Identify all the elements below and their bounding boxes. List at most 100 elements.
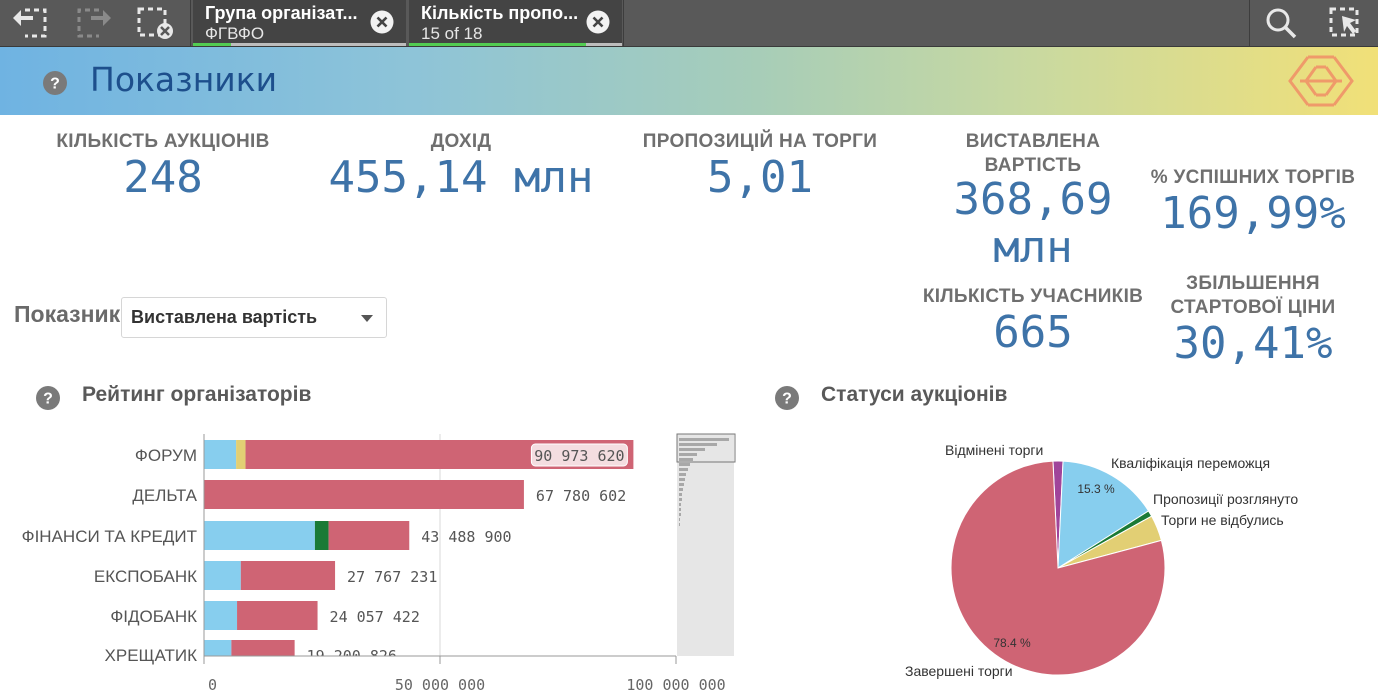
category-label: ЕКСПОБАНК [94,567,197,586]
bar-segment[interactable] [236,440,246,469]
bar-value-label: 19 200 826 [307,647,397,665]
search-button[interactable] [1250,0,1312,46]
bar-segment[interactable] [204,640,232,669]
kpi-label: КІЛЬКІСТЬ УЧАСНИКІВ [922,286,1144,307]
pie-percent-label: 78.4 % [993,636,1031,650]
status-chart-title: Статуси аукціонів [821,383,1008,406]
kpi-label: СТАРТОВОЇ ЦІНИ [1170,297,1336,318]
kpi-value: 30,41% [1173,318,1333,369]
scrollbar-minibar [679,493,682,496]
kpi-auctions: КІЛЬКІСТЬ АУКЦІОНІВ 248 [48,130,278,200]
scrollbar-minibar [679,503,681,506]
selection-tool-icon [1329,7,1359,37]
svg-text:?: ? [50,76,60,93]
scrollbar-minibar [679,498,682,501]
scrollbar-track[interactable] [677,434,734,656]
bar-segment[interactable] [204,601,238,630]
toolbar-separator [1249,0,1250,46]
bar-value-label: 27 767 231 [347,568,437,586]
auction-status-pie-chart: Відмінені торги Кваліфікація переможця 15.… [905,442,1298,679]
pie-legend-label: Завершені торги [905,663,1013,679]
organizers-bar-chart: 90 973 620 67 780 602 43 488 900 27 767 231… [22,433,736,694]
selection-chip-title: Група організат... [205,3,358,23]
x-tick-label: 100 000 000 [626,676,725,694]
clear-selections-button[interactable] [124,0,186,46]
category-label: ХРЕЩАТИК [105,646,198,665]
scrollbar-minibar [679,488,683,491]
bar-segment[interactable] [204,440,237,469]
svg-text:?: ? [43,391,53,408]
pie-legend-label: Пропозиції розглянуто [1153,491,1298,507]
category-label: ФІНАНСИ ТА КРЕДИТ [22,527,197,546]
scrollbar-minibar [679,518,680,521]
selections-tool-button[interactable] [1314,0,1376,46]
bar-value-label: 90 973 620 [534,447,624,465]
selection-chip-offers-count[interactable]: Кількість пропо... 15 of 18 [409,0,622,46]
bar-value-label: 67 780 602 [536,487,626,505]
toolbar-separator [623,0,624,46]
data-label-bg [530,443,628,467]
pie-legend-label: Відмінені торги [945,442,1043,458]
kpi-offers: ПРОПОЗИЦІЙ НА ТОРГИ 5,01 [640,130,880,200]
indicator-dropdown[interactable]: Виставлена вартість [121,297,387,338]
category-label: ФОРУМ [135,446,197,465]
scrollbar-thumb[interactable] [676,433,736,463]
category-label: ДЕЛЬТА [132,486,197,505]
close-icon[interactable] [586,10,610,34]
bar-segment[interactable] [240,561,336,590]
selection-chip-title: Кількість пропо... [421,3,579,23]
selection-chip-value: ФГВФО [205,24,265,43]
bar-segment[interactable] [314,521,329,550]
scrollbar-minibar [679,478,685,481]
bar-value-label: 24 057 422 [330,608,420,626]
help-icon[interactable]: ? [36,386,60,410]
scrollbar-minibar [679,443,717,446]
pie-legend-label: Кваліфікація переможця [1111,455,1270,471]
bar-segment[interactable] [231,640,295,669]
kpi-label: ВИСТАВЛЕНА [965,131,1101,152]
step-back-button[interactable] [0,0,62,46]
kpi-label: ПРОПОЗИЦІЙ НА ТОРГИ [642,131,878,152]
pie-percent-label: 15.3 % [1077,482,1115,496]
bar-segment[interactable] [328,521,410,550]
kpi-participants: КІЛЬКІСТЬ УЧАСНИКІВ 665 [920,285,1146,355]
rating-chart-title: Рейтинг організаторів [82,383,312,406]
kpi-start-price-increase: ЗБІЛЬШЕННЯ СТАРТОВОЇ ЦІНИ 30,41% [1150,272,1356,366]
svg-text:?: ? [782,391,792,408]
kpi-label: ДОХІД [430,131,492,152]
step-forward-button[interactable] [62,0,124,46]
kpi-value: 248 [123,152,203,203]
bar-segment[interactable] [204,561,241,590]
chevron-down-icon [361,315,373,322]
bar-segment[interactable] [237,601,318,630]
dropdown-value: Виставлена вартість [131,307,318,327]
kpi-value: 665 [993,307,1073,358]
kpi-label: ЗБІЛЬШЕННЯ [1186,273,1320,294]
bar-segment[interactable] [204,521,315,550]
kpi-value: 5,01 [707,152,813,203]
scrollbar-minibar [679,453,697,456]
x-tick-label: 0 [208,676,217,694]
filter-label: Показник [14,301,121,327]
scrollbar-minibar [679,523,680,526]
selection-progress-bar [409,43,622,46]
kpi-value: млн [993,222,1073,273]
kpi-listed-value: ВИСТАВЛЕНА ВАРТІСТЬ 368,69 млн [930,130,1136,270]
category-label: ФІДОБАНК [110,607,197,626]
selection-chip-value: 15 of 18 [421,24,483,43]
bar-segment[interactable] [204,480,524,509]
kpi-value: 169,99% [1160,188,1346,239]
close-icon[interactable] [370,10,394,34]
help-icon[interactable]: ? [775,386,799,410]
kpi-income: ДОХІД 455,14 млн [320,130,602,200]
pie-slice[interactable] [950,460,1166,676]
kpi-label: ВАРТІСТЬ [984,155,1082,176]
pie-legend-label: Торги не відбулись [1161,512,1284,528]
page-title: Показники [90,60,278,99]
clear-selections-icon [137,7,173,39]
scrollbar-minibar [679,508,681,511]
scrollbar-minibar [679,438,729,441]
help-icon[interactable]: ? [43,71,67,95]
pie-slice[interactable] [1057,460,1150,569]
selection-chip-organizer-group[interactable]: Група організат... ФГВФО [193,0,406,46]
